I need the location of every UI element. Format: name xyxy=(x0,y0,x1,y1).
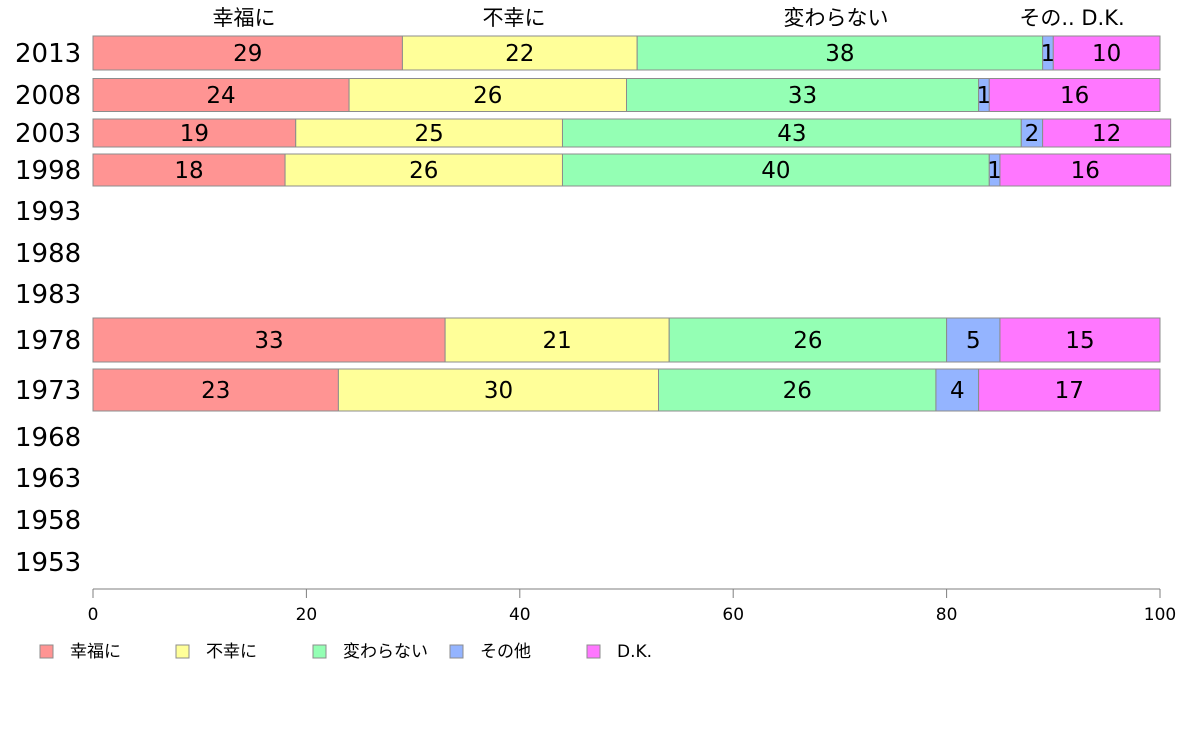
data-label: 21 xyxy=(543,328,572,354)
x-axis: 0 20 40 60 80 100 xyxy=(88,588,1176,625)
year-label: 1958 xyxy=(15,506,81,536)
year-label: 1953 xyxy=(15,548,81,578)
data-label: 25 xyxy=(414,121,443,147)
data-label: 24 xyxy=(206,83,235,109)
bar-segment xyxy=(668,317,948,363)
legend-label: その他 xyxy=(480,642,531,662)
legend-swatch xyxy=(39,644,54,659)
x-tick-label: 0 xyxy=(88,605,99,625)
bar-segment xyxy=(284,153,563,187)
legend-swatch xyxy=(449,644,464,659)
data-label: 26 xyxy=(473,83,502,109)
bar-segment xyxy=(999,317,1161,363)
x-tick-label: 80 xyxy=(936,605,958,625)
bar-segment xyxy=(348,78,627,112)
bar-segment xyxy=(1052,35,1161,71)
x-tick-label: 40 xyxy=(509,605,531,625)
data-label: 22 xyxy=(505,41,534,67)
data-label: 33 xyxy=(788,83,817,109)
data-label: 26 xyxy=(409,158,438,184)
column-header: 変わらない xyxy=(784,6,889,30)
bar-segment xyxy=(978,368,1161,412)
x-tick-label: 20 xyxy=(296,605,318,625)
data-label: 1 xyxy=(987,158,1002,184)
bar-segment xyxy=(988,78,1161,112)
year-label: 2003 xyxy=(15,119,81,149)
year-label: 1978 xyxy=(15,326,81,356)
column-headers: 幸福に 不幸に 変わらない その.. D.K. xyxy=(213,6,1125,30)
year-label: 1968 xyxy=(15,423,81,453)
data-label: 23 xyxy=(201,378,230,404)
data-label: 17 xyxy=(1055,378,1084,404)
legend-swatch xyxy=(175,644,190,659)
year-label: 1973 xyxy=(15,376,81,406)
data-label: 29 xyxy=(233,41,262,67)
data-label: 16 xyxy=(1071,158,1100,184)
data-label: 10 xyxy=(1092,41,1121,67)
legend-swatch xyxy=(586,644,601,659)
bar-segment xyxy=(92,78,350,112)
data-label: 26 xyxy=(783,378,812,404)
column-header: 幸福に xyxy=(213,6,276,30)
bar-segment xyxy=(1042,118,1172,148)
bar-segment xyxy=(92,153,286,187)
bar-segment xyxy=(92,368,339,412)
bar-segment xyxy=(561,118,1022,148)
year-label: 1983 xyxy=(15,280,81,310)
bar-segment xyxy=(401,35,638,71)
data-label: 1 xyxy=(1041,41,1056,67)
data-label: 2 xyxy=(1025,121,1040,147)
year-label: 1988 xyxy=(15,239,81,269)
data-label: 15 xyxy=(1065,328,1094,354)
data-label: 16 xyxy=(1060,83,1089,109)
column-header: その.. D.K. xyxy=(1019,6,1124,30)
legend-swatch xyxy=(312,644,327,659)
data-label: 19 xyxy=(180,121,209,147)
year-label: 1963 xyxy=(15,464,81,494)
legend-label: 不幸に xyxy=(206,642,257,662)
data-label: 1 xyxy=(977,83,992,109)
data-label: 4 xyxy=(950,378,965,404)
bar-segment xyxy=(999,153,1172,187)
data-label: 26 xyxy=(793,328,822,354)
year-label: 2008 xyxy=(15,81,81,111)
legend-label: 幸福に xyxy=(70,642,121,662)
legend: 幸福に 不幸に 変わらない その他 D.K. xyxy=(39,642,652,662)
bar-segment xyxy=(92,35,403,71)
data-label: 40 xyxy=(761,158,790,184)
data-label: 43 xyxy=(777,121,806,147)
year-label: 1993 xyxy=(15,197,81,227)
year-label: 1998 xyxy=(15,156,81,186)
data-label: 18 xyxy=(174,158,203,184)
x-tick-label: 100 xyxy=(1144,605,1176,625)
bar-segment xyxy=(444,317,670,363)
legend-label: D.K. xyxy=(617,642,652,662)
bar-segment xyxy=(946,317,1001,363)
bar-segment xyxy=(626,78,980,112)
data-label: 33 xyxy=(254,328,283,354)
column-header: 不幸に xyxy=(483,6,546,30)
data-label: 5 xyxy=(966,328,981,354)
bar-segment xyxy=(636,35,1044,71)
data-label: 38 xyxy=(825,41,854,67)
bar-segment xyxy=(295,118,563,148)
x-tick-label: 60 xyxy=(722,605,744,625)
data-label: 12 xyxy=(1092,121,1121,147)
data-label: 30 xyxy=(484,378,513,404)
legend-label: 変わらない xyxy=(343,642,428,662)
bar-segment xyxy=(561,153,990,187)
bar-segment xyxy=(658,368,937,412)
bar-segment xyxy=(92,317,446,363)
year-label: 2013 xyxy=(15,39,81,69)
bar-segment xyxy=(935,368,980,412)
